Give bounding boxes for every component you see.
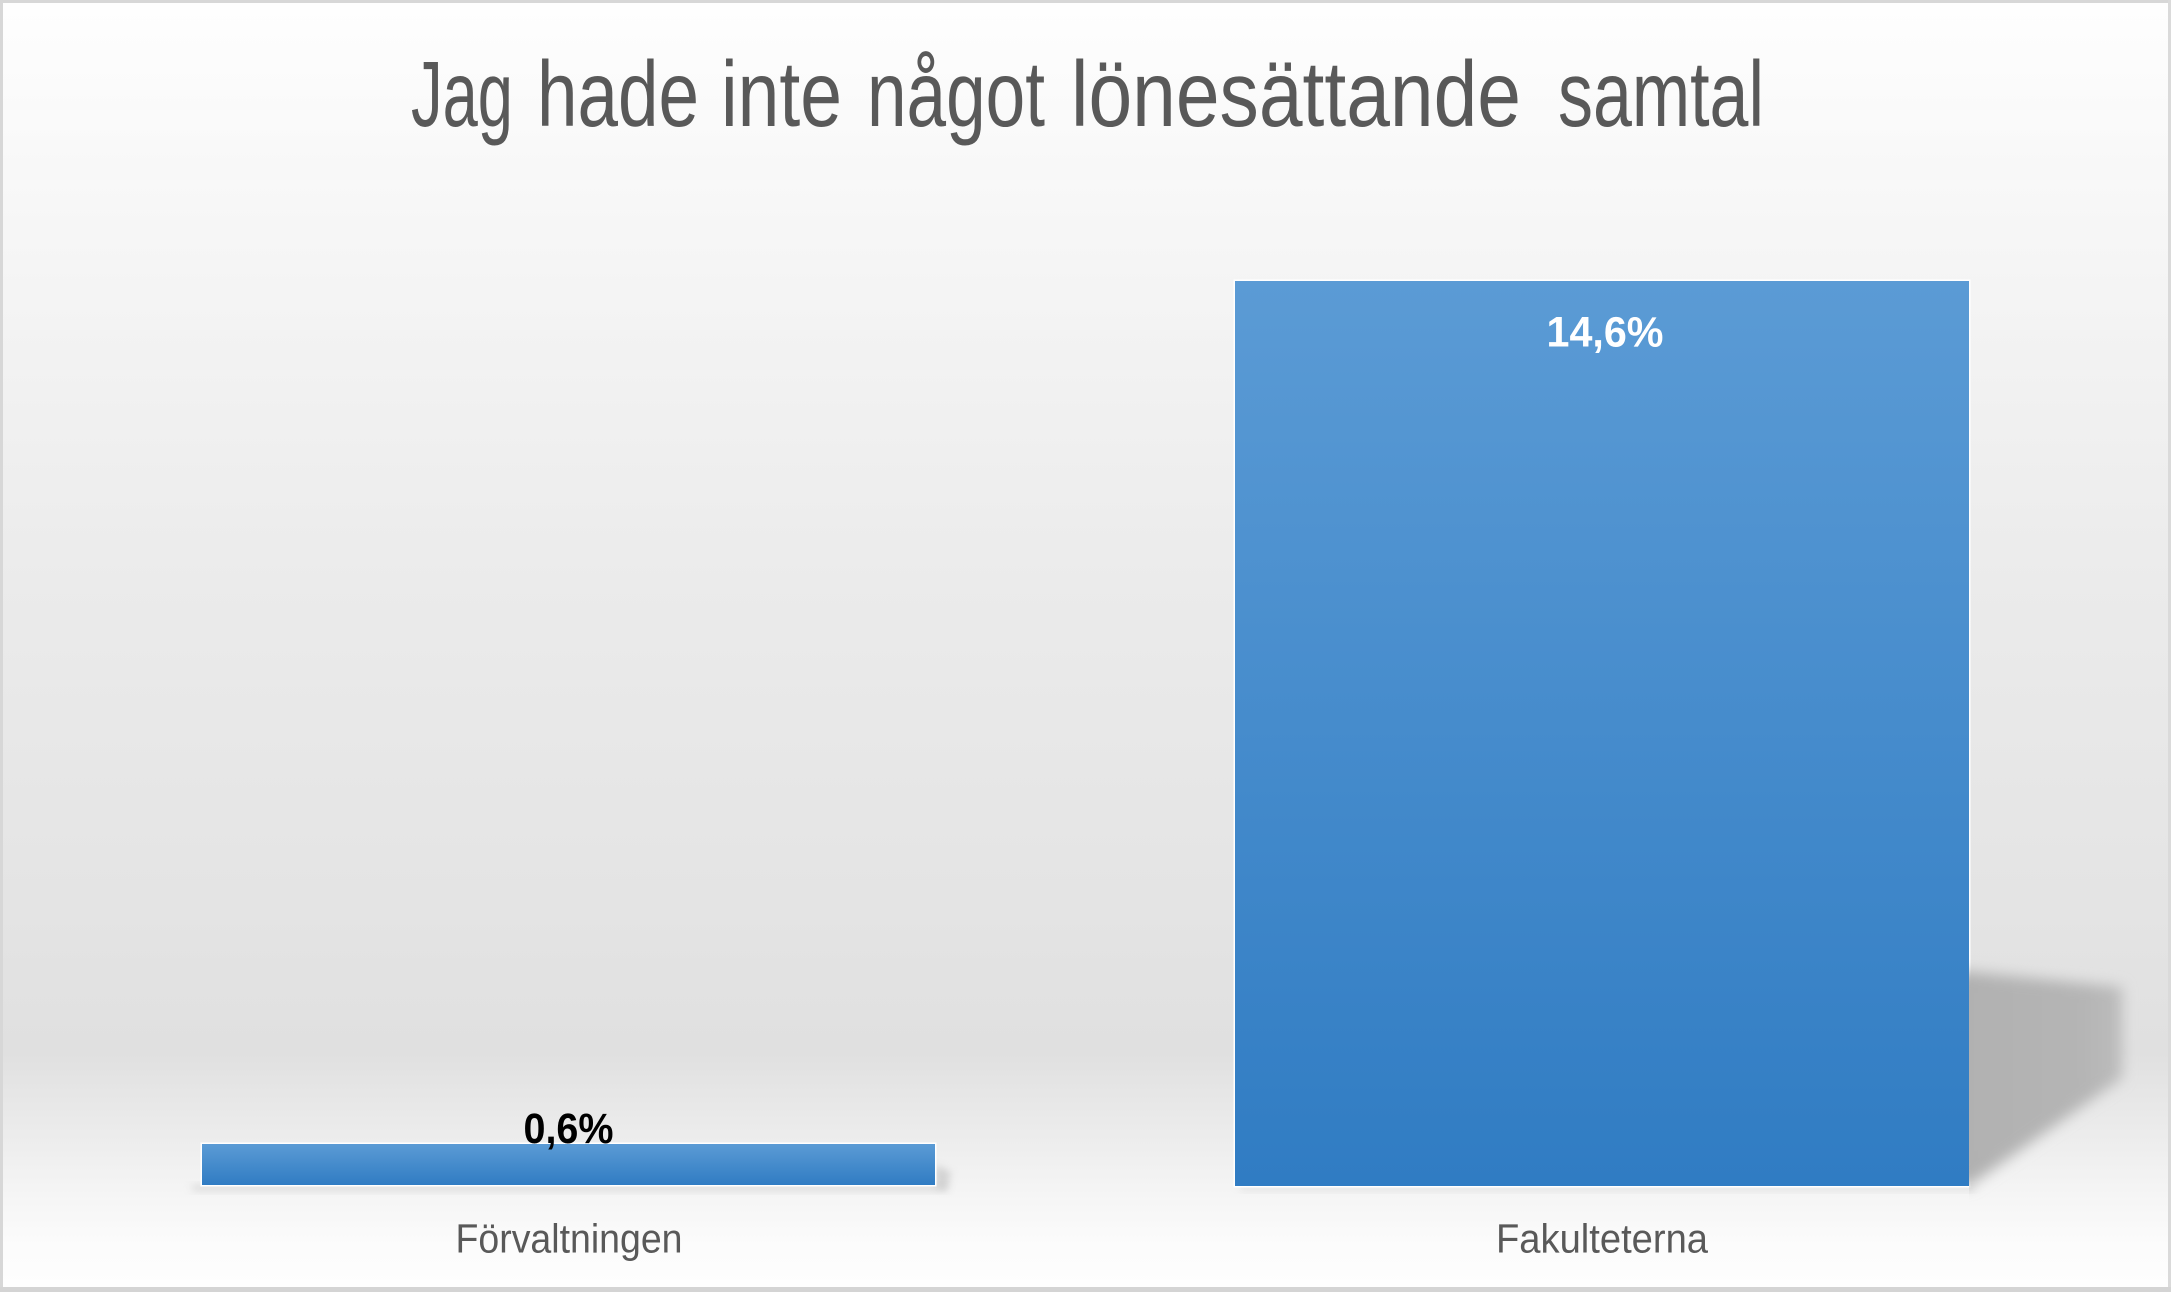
svg-text:lönesättande: lönesättande bbox=[1071, 42, 1521, 146]
svg-text:Fakulteterna: Fakulteterna bbox=[1496, 1216, 1708, 1262]
svg-text:något: något bbox=[867, 42, 1045, 146]
svg-text:samtal: samtal bbox=[1558, 42, 1764, 146]
svg-text:Jag: Jag bbox=[411, 42, 513, 146]
svg-text:14,6%: 14,6% bbox=[1547, 309, 1664, 357]
svg-text:hade: hade bbox=[537, 42, 699, 146]
svg-text:inte: inte bbox=[721, 42, 842, 146]
svg-text:0,6%: 0,6% bbox=[524, 1105, 614, 1153]
svg-text:Förvaltningen: Förvaltningen bbox=[456, 1216, 683, 1262]
